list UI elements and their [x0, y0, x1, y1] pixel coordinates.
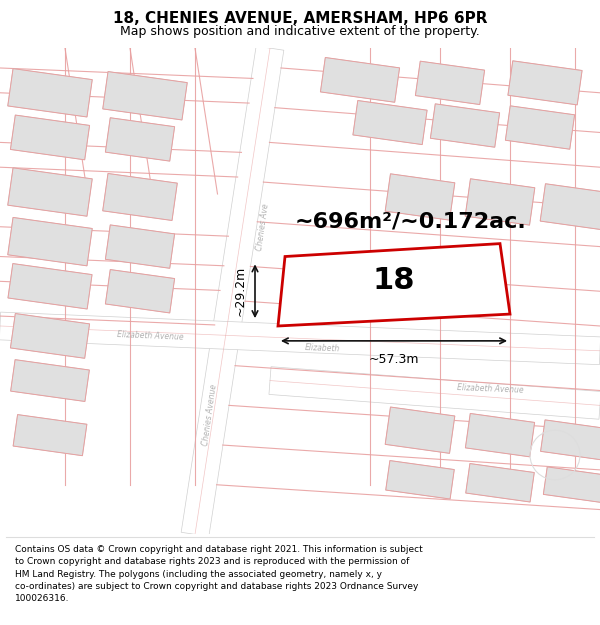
Polygon shape [466, 464, 534, 502]
Text: Chenies Ave: Chenies Ave [255, 202, 271, 251]
Polygon shape [541, 420, 600, 461]
Polygon shape [13, 414, 87, 456]
Polygon shape [415, 61, 485, 104]
Text: Elizabeth Avenue: Elizabeth Avenue [116, 330, 184, 342]
Polygon shape [8, 69, 92, 117]
Polygon shape [106, 269, 175, 313]
Text: 18: 18 [372, 266, 415, 294]
Text: 18, CHENIES AVENUE, AMERSHAM, HP6 6PR: 18, CHENIES AVENUE, AMERSHAM, HP6 6PR [113, 11, 487, 26]
Polygon shape [540, 184, 600, 230]
Polygon shape [278, 244, 510, 326]
Polygon shape [465, 179, 535, 225]
Polygon shape [8, 264, 92, 309]
Polygon shape [385, 407, 455, 453]
Polygon shape [269, 367, 600, 419]
Polygon shape [508, 61, 582, 105]
Polygon shape [10, 115, 89, 160]
Polygon shape [0, 312, 600, 364]
Polygon shape [11, 359, 89, 401]
Polygon shape [10, 314, 89, 358]
Polygon shape [466, 414, 535, 457]
Polygon shape [106, 225, 175, 268]
Text: Chenies Avenue: Chenies Avenue [201, 384, 219, 447]
Polygon shape [103, 71, 187, 120]
Polygon shape [106, 118, 175, 161]
Text: Elizabeth: Elizabeth [305, 342, 341, 353]
Polygon shape [181, 46, 284, 536]
Polygon shape [8, 217, 92, 266]
Text: Elizabeth Avenue: Elizabeth Avenue [457, 382, 523, 394]
Polygon shape [505, 106, 575, 149]
Text: ~57.3m: ~57.3m [369, 352, 419, 366]
Polygon shape [103, 174, 178, 221]
Polygon shape [385, 174, 455, 220]
Polygon shape [544, 467, 600, 502]
Polygon shape [430, 104, 500, 148]
Text: Contains OS data © Crown copyright and database right 2021. This information is : Contains OS data © Crown copyright and d… [15, 545, 423, 603]
Text: ~29.2m: ~29.2m [234, 266, 247, 316]
Polygon shape [353, 101, 427, 144]
Text: ~696m²/~0.172ac.: ~696m²/~0.172ac. [295, 212, 527, 232]
Polygon shape [386, 461, 454, 499]
Polygon shape [320, 58, 400, 102]
Polygon shape [8, 168, 92, 216]
Text: Map shows position and indicative extent of the property.: Map shows position and indicative extent… [120, 24, 480, 38]
